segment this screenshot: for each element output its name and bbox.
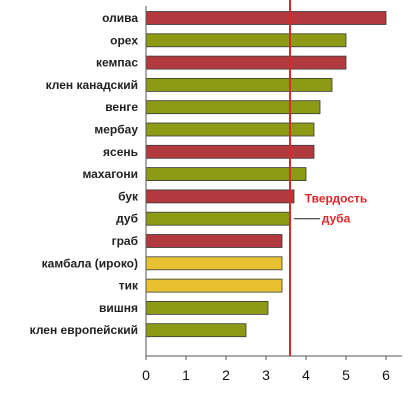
bar-6 [145,144,315,159]
x-axis: 0 1 2 3 4 5 6 [142,6,402,383]
bars-group [145,11,387,338]
bar-5 [145,122,315,137]
bar-1 [145,33,347,48]
category-label: венге [105,100,138,114]
bar-9 [145,211,291,226]
category-label: кемпас [96,56,138,70]
category-label: орех [110,33,138,47]
category-label: олива [102,11,138,25]
x-tick-label: 5 [342,367,350,383]
x-tick-label: 3 [262,367,270,383]
bar-14 [145,323,247,338]
bar-4 [145,100,321,115]
category-label: ясень [103,145,138,159]
x-tick-label: 1 [182,367,190,383]
category-label: камбала (ироко) [42,256,138,270]
category-label: клен европейский [30,323,138,337]
category-label: бук [118,189,139,203]
category-label: дуб [116,212,138,226]
reference-label-line: дуба [322,212,351,226]
reference-label-line: Твердость [305,192,368,206]
bar-3 [145,78,333,92]
bar-2 [145,55,347,70]
bar-10 [145,234,283,248]
bar-7 [145,167,307,182]
category-label: граб [112,234,138,248]
x-tick-label: 0 [142,367,150,383]
bar-8 [145,189,295,204]
category-label: вишня [99,301,138,315]
reference-group: Твердость дуба [289,0,368,356]
category-label: махагони [82,167,138,181]
bar-12 [145,278,283,293]
x-tick-label: 4 [302,367,310,383]
category-label: клен канадский [46,78,138,92]
x-tick-label: 2 [222,367,230,383]
category-labels-group: олива орех кемпас клен канадский венге мербау… [30,11,139,337]
x-tick-label: 6 [382,367,390,383]
bar-11 [145,256,283,271]
category-label: тик [119,279,139,293]
bar-13 [145,300,269,315]
category-label: мербау [94,123,138,137]
bar-0 [145,11,387,25]
